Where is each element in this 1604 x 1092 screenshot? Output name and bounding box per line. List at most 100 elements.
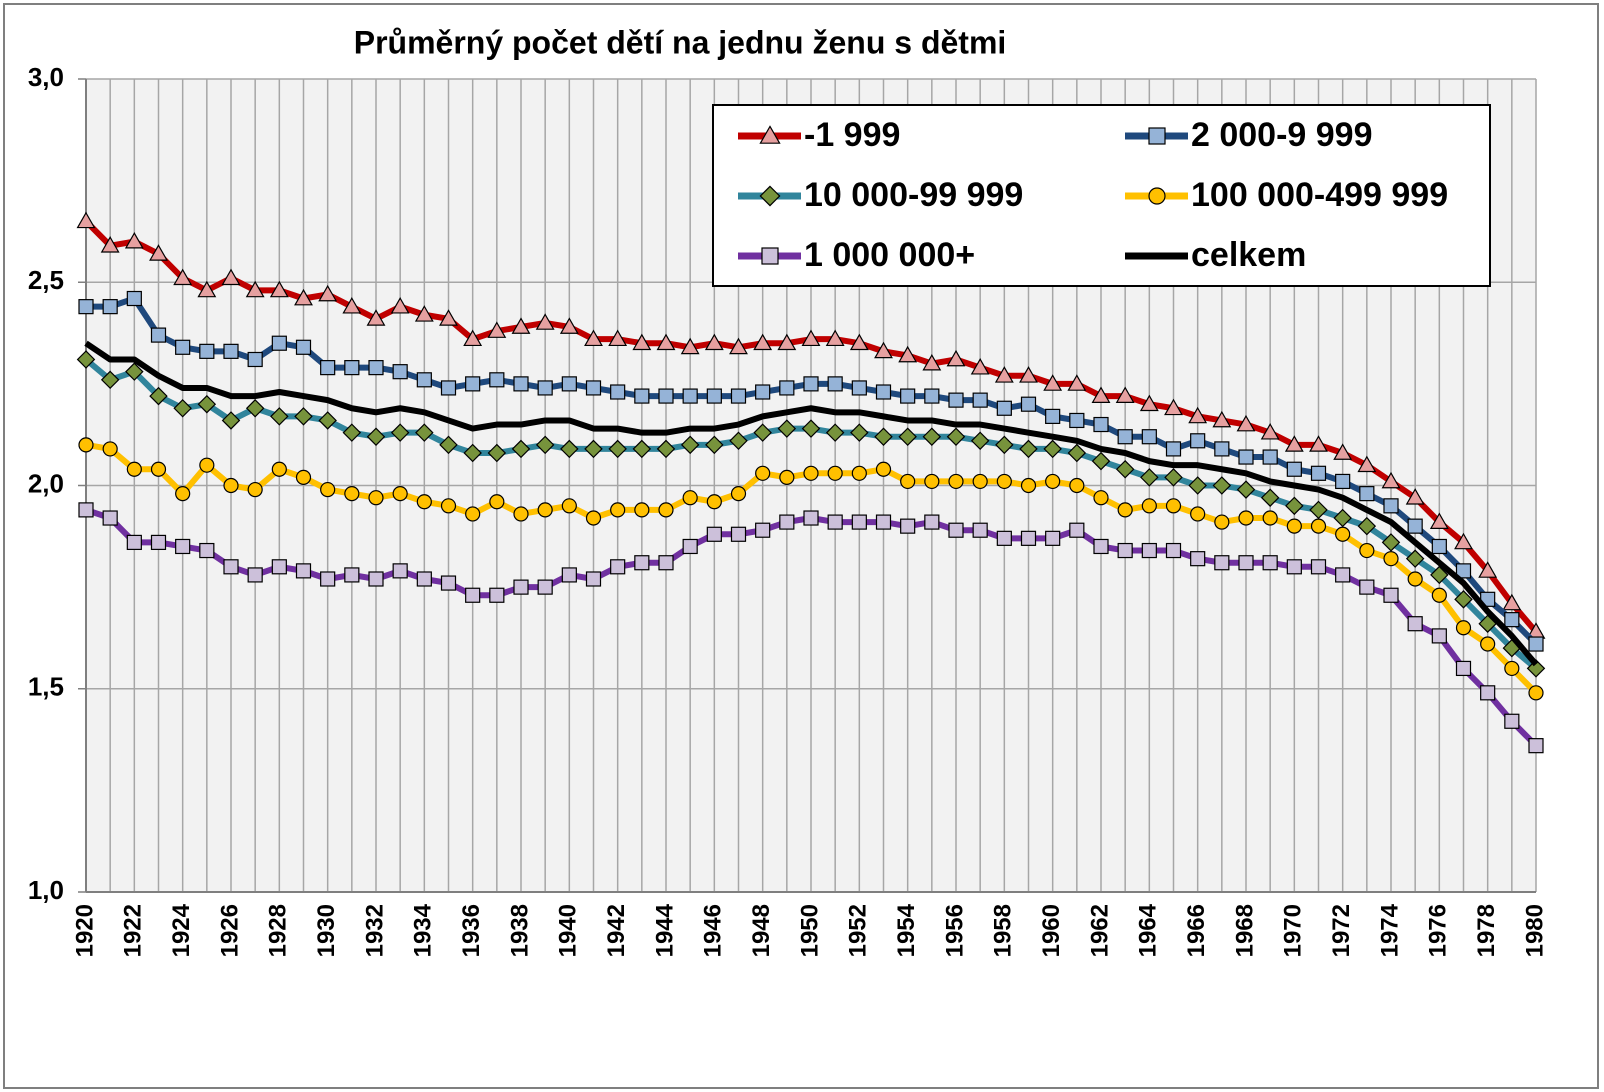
data-point <box>368 490 384 506</box>
data-point <box>489 587 505 603</box>
data-point <box>777 419 797 438</box>
x-tick-label: 1964 <box>1135 903 1162 957</box>
data-point <box>76 350 96 369</box>
data-point <box>682 538 698 555</box>
data-point <box>1455 620 1472 636</box>
data-point <box>585 380 602 396</box>
x-tick-label: 1970 <box>1280 904 1307 957</box>
data-point <box>634 388 650 404</box>
data-point <box>245 399 265 418</box>
data-point <box>1214 441 1230 457</box>
data-point <box>102 510 118 526</box>
data-point <box>682 490 698 506</box>
data-point <box>318 284 338 302</box>
data-point <box>1310 518 1327 534</box>
data-point <box>342 423 362 442</box>
data-point <box>658 555 674 571</box>
data-point <box>900 388 916 404</box>
data-point <box>1238 555 1254 571</box>
data-point <box>271 461 287 477</box>
data-point <box>318 411 337 430</box>
data-point <box>875 514 892 530</box>
data-point <box>924 388 940 404</box>
data-point <box>1310 465 1327 481</box>
data-point <box>851 514 867 530</box>
x-tick-label: 1968 <box>1231 904 1258 957</box>
data-point <box>78 299 94 315</box>
data-point <box>221 268 241 286</box>
data-point <box>1188 406 1208 424</box>
legend-label: 10 000-99 999 <box>804 176 1023 214</box>
data-point <box>1019 366 1038 383</box>
data-point <box>610 384 626 400</box>
data-point <box>320 571 336 587</box>
data-point <box>414 305 434 322</box>
data-point <box>825 423 845 442</box>
data-point <box>777 333 797 351</box>
data-point <box>972 473 988 490</box>
data-point <box>537 579 553 595</box>
data-point <box>1190 433 1206 449</box>
data-point <box>1214 514 1230 530</box>
data-point <box>173 399 192 418</box>
x-tick-label: 1944 <box>651 903 678 957</box>
x-tick-label: 1956 <box>941 904 968 957</box>
data-point <box>850 423 869 442</box>
data-point <box>223 477 239 494</box>
data-point <box>1043 374 1063 391</box>
data-point <box>922 427 942 446</box>
data-point <box>247 481 263 498</box>
data-point <box>366 309 386 326</box>
data-point <box>150 461 167 477</box>
data-point <box>535 313 555 330</box>
data-point <box>1020 477 1037 494</box>
data-point <box>1478 561 1498 578</box>
data-point <box>1190 506 1206 522</box>
data-point <box>415 423 434 442</box>
data-point <box>463 443 482 463</box>
data-point <box>513 376 529 392</box>
data-point <box>898 427 917 446</box>
data-point <box>390 423 410 442</box>
data-point <box>1045 530 1061 546</box>
data-point <box>440 498 457 514</box>
data-point <box>948 473 964 490</box>
x-tick-label: 1926 <box>216 904 243 957</box>
data-point <box>946 349 966 367</box>
data-point <box>730 388 747 404</box>
data-point <box>1141 429 1157 445</box>
data-point <box>537 380 553 396</box>
data-point <box>440 380 457 396</box>
data-point <box>827 465 843 481</box>
data-point <box>875 461 892 477</box>
data-point <box>439 435 458 455</box>
data-point <box>1117 429 1133 445</box>
data-point <box>271 559 287 575</box>
series-line <box>84 340 1539 667</box>
x-tick-label: 1932 <box>361 904 388 957</box>
data-point <box>465 376 481 392</box>
data-point <box>295 563 312 579</box>
data-point <box>851 380 867 396</box>
data-point <box>489 372 505 388</box>
data-point <box>875 384 892 400</box>
data-point <box>755 384 771 400</box>
data-point <box>1383 498 1399 514</box>
data-point <box>970 358 990 375</box>
y-tick-label: 2,5 <box>28 265 64 295</box>
data-point <box>1407 571 1423 587</box>
data-point <box>730 486 747 502</box>
data-point <box>221 411 241 430</box>
data-point <box>827 376 843 392</box>
data-point <box>175 486 191 502</box>
data-point <box>584 329 603 347</box>
data-point <box>1528 738 1544 754</box>
data-point <box>779 380 795 396</box>
data-point <box>1045 473 1061 490</box>
data-point <box>1238 510 1254 526</box>
data-point <box>223 559 239 575</box>
data-point <box>1262 449 1278 465</box>
data-point <box>779 469 795 485</box>
data-point <box>1260 423 1280 440</box>
data-point <box>125 362 144 381</box>
